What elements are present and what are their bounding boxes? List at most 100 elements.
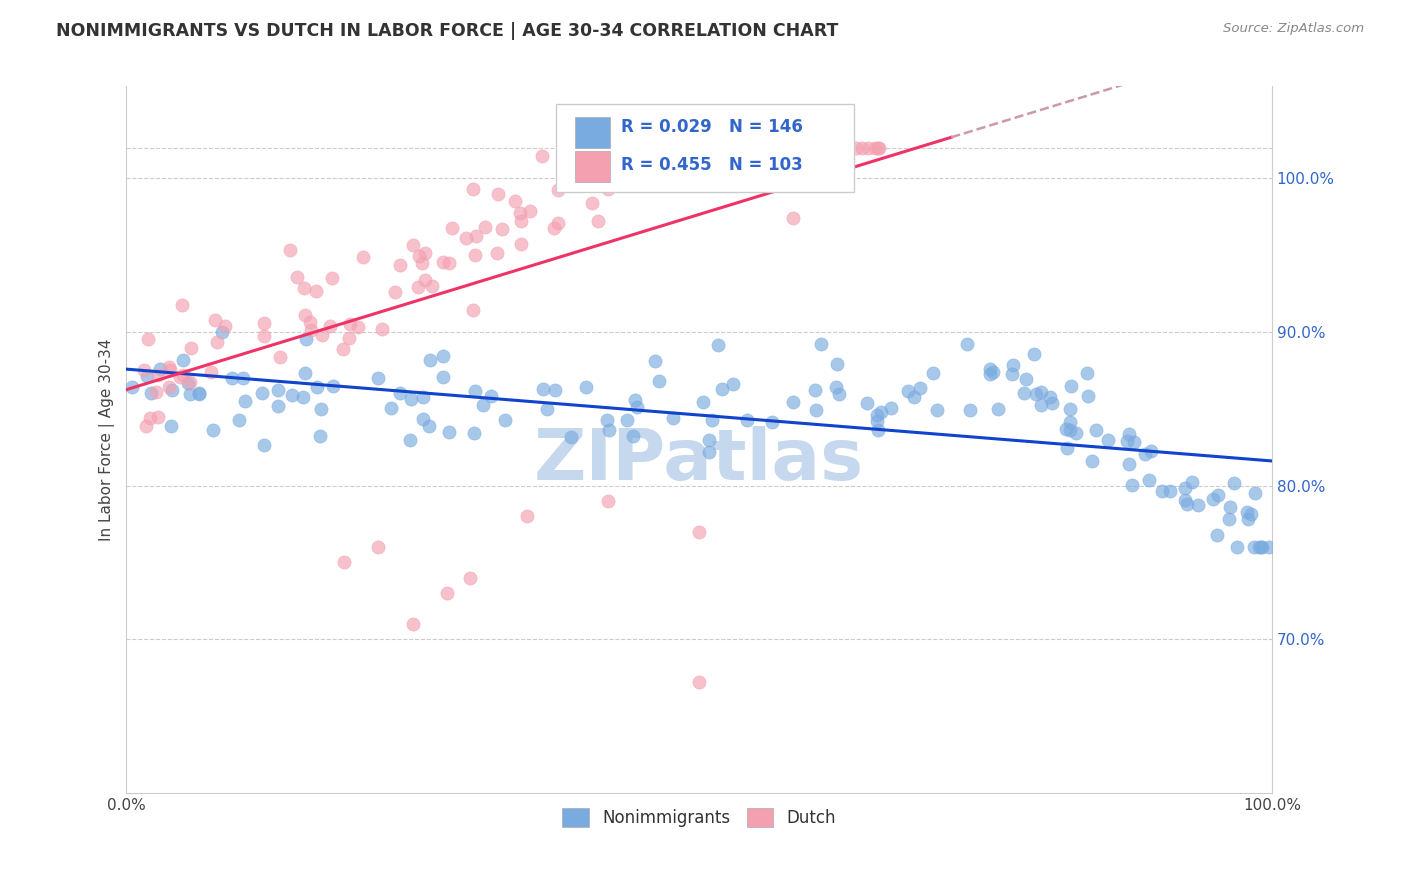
Point — [134, 362, 156, 376]
Point — [228, 413, 250, 427]
Point — [464, 248, 486, 262]
Point — [665, 160, 688, 174]
Point — [1054, 422, 1077, 436]
Point — [292, 390, 315, 404]
Point — [922, 366, 945, 380]
Point — [399, 433, 422, 447]
Point — [509, 206, 531, 220]
Point — [145, 384, 167, 399]
Point — [979, 361, 1001, 376]
Point — [177, 376, 200, 390]
Point — [214, 318, 236, 333]
Point — [581, 195, 603, 210]
Point — [1206, 528, 1229, 542]
Point — [987, 402, 1010, 417]
Point — [420, 278, 443, 293]
Point — [543, 221, 565, 235]
Point — [1206, 488, 1229, 502]
Point — [463, 182, 485, 196]
Text: Source: ZipAtlas.com: Source: ZipAtlas.com — [1223, 22, 1364, 36]
Point — [810, 337, 832, 351]
Point — [596, 182, 619, 196]
Point — [825, 357, 848, 371]
Point — [406, 280, 429, 294]
Point — [1022, 347, 1045, 361]
Point — [1039, 390, 1062, 404]
Point — [688, 524, 710, 539]
Point — [322, 378, 344, 392]
Point — [815, 141, 838, 155]
Point — [828, 386, 851, 401]
Point — [494, 413, 516, 427]
Point — [531, 149, 554, 163]
Point — [845, 141, 868, 155]
Point — [782, 211, 804, 226]
Point — [179, 386, 201, 401]
Point — [536, 402, 558, 417]
Point — [831, 141, 853, 155]
Point — [1080, 453, 1102, 467]
Point — [411, 256, 433, 270]
Point — [253, 316, 276, 330]
Point — [339, 330, 361, 344]
Point — [870, 405, 893, 419]
Point — [723, 376, 745, 391]
Point — [233, 394, 256, 409]
Point — [959, 402, 981, 417]
Point — [761, 415, 783, 429]
Point — [139, 411, 162, 425]
Point — [465, 229, 488, 244]
Point — [979, 368, 1001, 382]
Point — [485, 246, 508, 260]
Point — [339, 317, 361, 331]
Point — [1133, 447, 1156, 461]
Point — [463, 303, 485, 318]
FancyBboxPatch shape — [575, 117, 610, 148]
Point — [1060, 378, 1083, 392]
Point — [285, 270, 308, 285]
Point — [747, 141, 769, 155]
Point — [510, 237, 533, 252]
Point — [432, 349, 454, 363]
Point — [621, 159, 644, 173]
Point — [318, 319, 340, 334]
Point — [332, 342, 354, 356]
Point — [346, 319, 368, 334]
Point — [136, 332, 159, 346]
Point — [624, 392, 647, 407]
Point — [555, 177, 578, 191]
Point — [232, 370, 254, 384]
Point — [1247, 540, 1270, 554]
Point — [856, 141, 879, 155]
Point — [825, 380, 848, 394]
Point — [479, 389, 502, 403]
Point — [1066, 426, 1088, 441]
Point — [1059, 415, 1081, 429]
Point — [456, 231, 478, 245]
Point — [432, 255, 454, 269]
Point — [1084, 423, 1107, 437]
Point — [252, 386, 274, 401]
Point — [146, 409, 169, 424]
Point — [505, 194, 527, 208]
Point — [333, 555, 356, 569]
Point — [204, 313, 226, 327]
Point — [188, 386, 211, 401]
Point — [1014, 372, 1036, 386]
Point — [1097, 434, 1119, 448]
FancyBboxPatch shape — [555, 104, 853, 193]
Point — [388, 258, 411, 272]
FancyBboxPatch shape — [575, 151, 610, 182]
Legend: Nonimmigrants, Dutch: Nonimmigrants, Dutch — [555, 801, 844, 834]
Point — [1118, 457, 1140, 471]
Point — [418, 419, 440, 434]
Point — [790, 176, 813, 190]
Point — [1243, 486, 1265, 500]
Point — [437, 425, 460, 439]
Point — [733, 168, 755, 182]
Point — [157, 379, 180, 393]
Point — [1123, 435, 1146, 450]
Point — [644, 354, 666, 368]
Point — [1115, 434, 1137, 449]
Point — [910, 381, 932, 395]
